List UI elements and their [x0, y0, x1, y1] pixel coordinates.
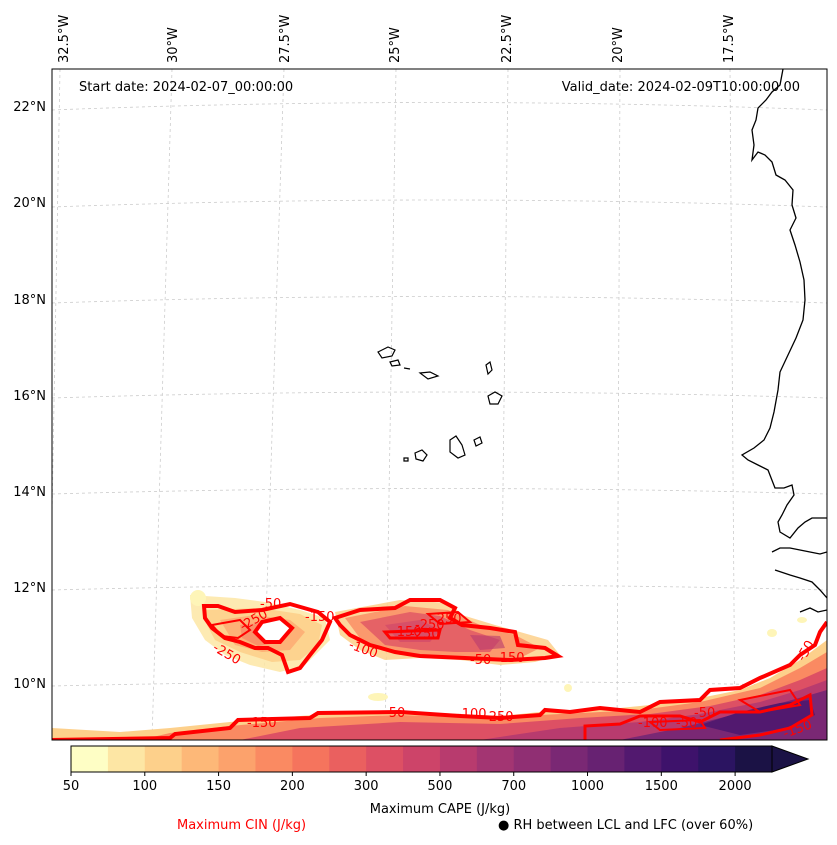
contour-label: -250	[410, 627, 440, 642]
coastline	[740, 69, 827, 613]
lat-label: 14°N	[13, 485, 46, 500]
lat-label: 10°N	[13, 677, 46, 692]
colorbar-tick-label: 300	[354, 779, 379, 794]
lon-label: 20°W	[611, 27, 626, 63]
lat-label: 12°N	[13, 581, 46, 596]
longitude-labels: 32.5°W 30°W 27.5°W 25°W 22.5°W 20°W 17.5…	[57, 15, 737, 63]
cin-legend-label: Maximum CIN (J/kg)	[177, 818, 307, 833]
contour-label: -50	[676, 716, 697, 731]
colorbar-tick-label: 50	[63, 779, 80, 794]
colorbar-tick-label: 100	[132, 779, 157, 794]
contour-label: -150	[392, 625, 422, 640]
colorbar-segment	[550, 746, 589, 772]
colorbar-segment	[107, 746, 146, 772]
colorbar-segment	[181, 746, 220, 772]
colorbar-segment	[255, 746, 293, 772]
colorbar-tick-label: 2000	[719, 779, 752, 794]
colorbar-segment	[329, 746, 367, 772]
contour-label: -50	[384, 706, 405, 721]
colorbar-segment	[403, 746, 441, 772]
contour-label: -150	[247, 716, 277, 731]
contour-label: -50	[260, 597, 281, 612]
lon-label: 17.5°W	[722, 15, 737, 63]
colorbar-segment	[476, 746, 515, 772]
colorbar-extend-arrow	[771, 745, 810, 773]
colorbar-tick-label: 1500	[645, 779, 678, 794]
lon-label: 30°W	[166, 27, 181, 63]
latitude-labels: 22°N 20°N 18°N 16°N 14°N 12°N 10°N	[13, 100, 46, 692]
colorbar-border	[70, 745, 773, 773]
valid-date-label: Valid_date: 2024-02-09T10:00:00.00	[562, 80, 800, 95]
colorbar: 50 100 150 200 300 500 700 1000 1500 2000	[63, 745, 810, 794]
colorbar-segment	[587, 746, 625, 772]
map-frame	[51, 68, 828, 741]
colorbar-tick-label: 700	[501, 779, 526, 794]
colorbar-segment	[144, 746, 183, 772]
contour-label: -100	[638, 716, 668, 731]
lat-label: 18°N	[13, 293, 46, 308]
start-date-label: Start date: 2024-02-07_00:00:00	[79, 80, 293, 95]
cape-shading-center	[335, 600, 560, 665]
colorbar-segment	[218, 746, 256, 772]
contour-label: -250	[432, 612, 462, 627]
contour-label: -150	[305, 610, 335, 625]
lon-label: 25°W	[388, 27, 403, 63]
lat-label: 16°N	[13, 389, 46, 404]
cape-verde-islands	[377, 346, 503, 462]
colorbar-segment	[439, 746, 478, 772]
colorbar-tick-label: 200	[280, 779, 305, 794]
colorbar-segment	[513, 746, 552, 772]
lon-label: 27.5°W	[278, 15, 293, 63]
lat-label: 22°N	[13, 100, 46, 115]
contour-label: -250	[415, 618, 445, 633]
contour-label: -100	[457, 707, 487, 722]
contour-label: -50	[694, 706, 715, 721]
colorbar-segment	[366, 746, 404, 772]
colorbar-tick-label: 1000	[571, 779, 604, 794]
cape-shading-small	[368, 617, 807, 701]
colorbar-tick-label: 500	[428, 779, 453, 794]
lon-label: 22.5°W	[500, 15, 515, 63]
colorbar-segment	[661, 746, 699, 772]
cape-shading-south	[52, 640, 827, 740]
colorbar-segment	[624, 746, 662, 772]
colorbar-segment	[735, 746, 773, 772]
rh-legend-label: ● RH between LCL and LFC (over 60%)	[498, 818, 754, 833]
colorbar-segment	[292, 746, 330, 772]
lon-label: 32.5°W	[57, 15, 72, 63]
contour-label: -250	[484, 710, 514, 725]
colorbar-label: Maximum CAPE (J/kg)	[370, 802, 510, 817]
colorbar-segment	[71, 746, 109, 772]
lat-label: 20°N	[13, 196, 46, 211]
cin-contours	[52, 598, 827, 740]
contour-label: -50	[470, 653, 491, 668]
colorbar-segment	[698, 746, 736, 772]
colorbar-tick-label: 150	[206, 779, 231, 794]
contour-label: -150	[495, 651, 525, 666]
